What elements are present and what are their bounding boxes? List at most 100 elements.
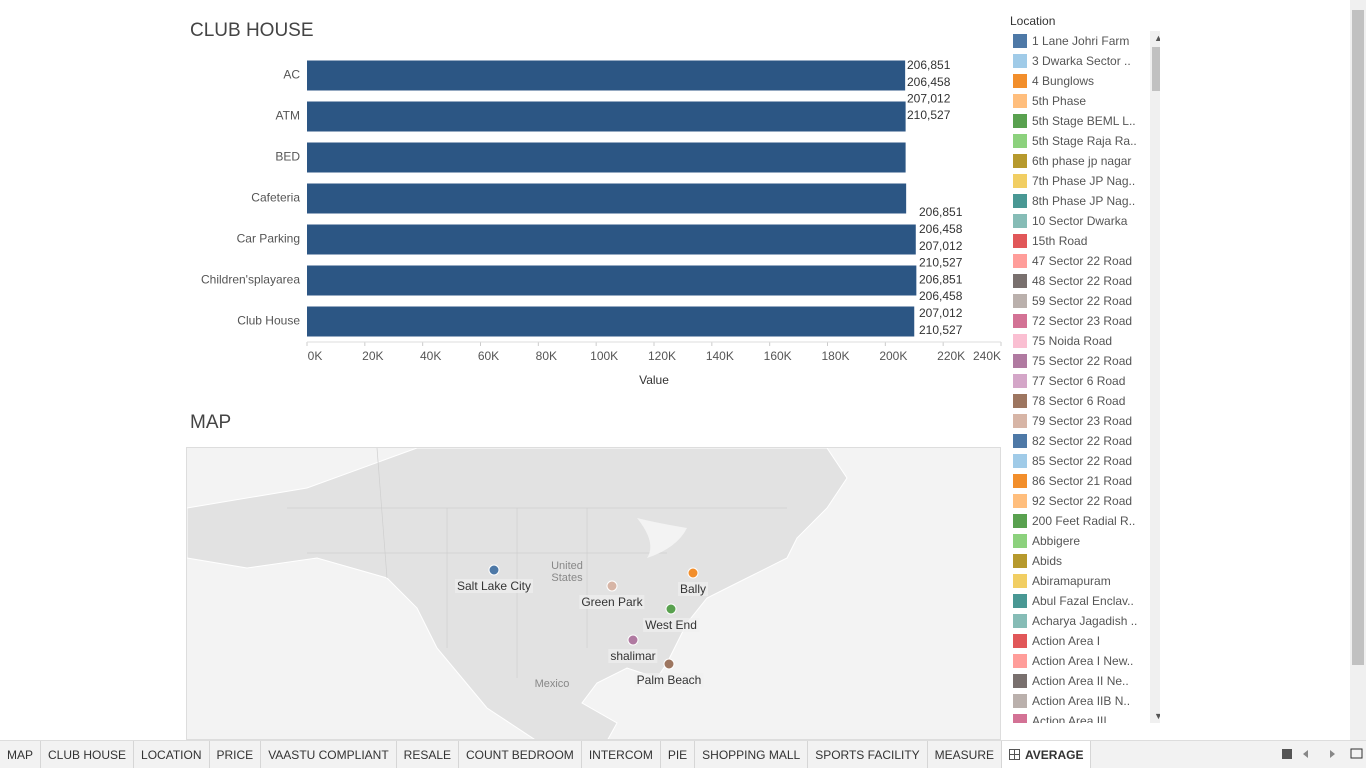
chart-title: CLUB HOUSE (190, 20, 314, 41)
tab[interactable]: RESALE (397, 741, 460, 768)
tab[interactable]: MEASURE (928, 741, 1003, 768)
legend-item[interactable]: Action Area III (1013, 711, 1107, 723)
tab-label: LOCATION (141, 747, 202, 762)
legend-item[interactable]: 7th Phase JP Nag.. (1013, 171, 1135, 191)
legend-label: Abiramapuram (1032, 574, 1111, 588)
x-tick-label: 200K (879, 349, 907, 363)
legend-item[interactable]: 47 Sector 22 Road (1013, 251, 1132, 271)
legend-swatch (1013, 434, 1027, 448)
legend-item[interactable]: 48 Sector 22 Road (1013, 271, 1132, 291)
legend-item[interactable]: 5th Stage BEML L.. (1013, 111, 1136, 131)
legend-swatch (1013, 154, 1027, 168)
tab[interactable]: AVERAGE (1002, 741, 1092, 768)
tab[interactable]: MAP (0, 741, 42, 768)
legend-item[interactable]: 72 Sector 23 Road (1013, 311, 1132, 331)
map-point[interactable] (687, 567, 699, 579)
region-label: United States (551, 560, 583, 584)
legend-swatch (1013, 394, 1027, 408)
legend-scrollbar[interactable]: ▲ ▼ (1150, 31, 1160, 723)
legend-item[interactable]: Action Area I (1013, 631, 1100, 651)
legend-item[interactable]: 78 Sector 6 Road (1013, 391, 1125, 411)
legend-item[interactable]: 8th Phase JP Nag.. (1013, 191, 1135, 211)
map-point[interactable] (663, 658, 675, 670)
tab[interactable]: COUNT BEDROOM (459, 741, 582, 768)
icon[interactable] (1282, 749, 1292, 759)
bar (307, 224, 916, 255)
legend-item[interactable]: 77 Sector 6 Road (1013, 371, 1125, 391)
legend-item[interactable]: 75 Noida Road (1013, 331, 1112, 351)
data-label: 207,012 (907, 91, 951, 105)
legend-item[interactable]: Action Area II Ne.. (1013, 671, 1129, 691)
legend-item[interactable]: 85 Sector 22 Road (1013, 451, 1132, 471)
tab[interactable]: LOCATION (134, 741, 210, 768)
map-point[interactable] (627, 634, 639, 646)
x-tick-label: 180K (821, 349, 849, 363)
bar (307, 183, 907, 214)
legend-item[interactable]: 5th Phase (1013, 91, 1086, 111)
legend-swatch (1013, 94, 1027, 108)
legend-label: Acharya Jagadish .. (1032, 614, 1138, 628)
tab[interactable]: SPORTS FACILITY (808, 741, 928, 768)
legend-list: ▲ ▼ 1 Lane Johri Farm 3 Dwarka Sector .. 4… (1010, 31, 1160, 723)
tab[interactable]: SHOPPING MALL (695, 741, 809, 768)
tab[interactable]: CLUB HOUSE (41, 741, 135, 768)
legend-label: 86 Sector 21 Road (1032, 474, 1133, 488)
legend-label: Action Area II Ne.. (1032, 674, 1129, 688)
legend-item[interactable]: 86 Sector 21 Road (1013, 471, 1132, 491)
bar (307, 306, 915, 337)
legend-label: 77 Sector 6 Road (1032, 374, 1126, 388)
legend-item[interactable]: 75 Sector 22 Road (1013, 351, 1132, 371)
legend-item[interactable]: 200 Feet Radial R.. (1013, 511, 1135, 531)
legend-swatch (1013, 54, 1027, 68)
scroll-up[interactable]: ▲ (1154, 33, 1160, 43)
map-point[interactable] (665, 603, 677, 615)
tab[interactable]: INTERCOM (582, 741, 661, 768)
legend-item[interactable]: 3 Dwarka Sector .. (1013, 51, 1131, 71)
legend-item[interactable]: Abiramapuram (1013, 571, 1111, 591)
x-tick-label: 100K (590, 349, 618, 363)
map-point-label: Palm Beach (634, 673, 704, 687)
tab[interactable]: VAASTU COMPLIANT (261, 741, 397, 768)
legend-label: 75 Noida Road (1032, 334, 1113, 348)
legend-item[interactable]: 82 Sector 22 Road (1013, 431, 1132, 451)
tab[interactable]: PRICE (210, 741, 262, 768)
legend-item[interactable]: 5th Stage Raja Ra.. (1013, 131, 1137, 151)
page-scroll-thumb[interactable] (1352, 10, 1364, 665)
legend-item[interactable]: Abbigere (1013, 531, 1080, 551)
legend-item[interactable]: 4 Bunglows (1013, 71, 1094, 91)
legend-item[interactable]: Acharya Jagadish .. (1013, 611, 1137, 631)
legend-swatch (1013, 414, 1027, 428)
map-point-label: Green Park (579, 595, 645, 609)
legend-swatch (1013, 574, 1027, 588)
legend-item[interactable]: Action Area I New.. (1013, 651, 1133, 671)
icon[interactable] (1303, 750, 1335, 758)
tab[interactable]: PIE (661, 741, 696, 768)
legend-label: Abbigere (1032, 534, 1081, 548)
scroll-down[interactable]: ▼ (1154, 711, 1160, 721)
icon[interactable] (1350, 748, 1363, 759)
legend-item[interactable]: 1 Lane Johri Farm (1013, 31, 1129, 51)
legend-label: 75 Sector 22 Road (1032, 354, 1133, 368)
legend-item[interactable]: Action Area IIB N.. (1013, 691, 1130, 711)
legend-item[interactable]: 6th phase jp nagar (1013, 151, 1131, 171)
legend-swatch (1013, 554, 1027, 568)
data-label: 210,527 (919, 256, 963, 270)
legend-swatch (1013, 534, 1027, 548)
bar (307, 60, 906, 91)
legend-item[interactable]: 92 Sector 22 Road (1013, 491, 1132, 511)
map-point[interactable] (488, 564, 500, 576)
legend-item[interactable]: Abids (1013, 551, 1062, 571)
legend-item[interactable]: 10 Sector Dwarka (1013, 211, 1127, 231)
x-tick-label: 160K (764, 349, 792, 363)
legend-item[interactable]: Abul Fazal Enclav.. (1013, 591, 1134, 611)
legend-item[interactable]: 15th Road (1013, 231, 1087, 251)
legend-swatch (1013, 274, 1027, 288)
x-tick-label: 80K (536, 349, 557, 363)
legend-swatch (1013, 314, 1027, 328)
map-point[interactable] (606, 580, 618, 592)
legend-item[interactable]: 79 Sector 23 Road (1013, 411, 1132, 431)
page-scrollbar[interactable] (1350, 0, 1366, 740)
scroll-thumb[interactable] (1152, 47, 1160, 91)
legend-item[interactable]: 59 Sector 22 Road (1013, 291, 1132, 311)
legend-swatch (1013, 374, 1027, 388)
